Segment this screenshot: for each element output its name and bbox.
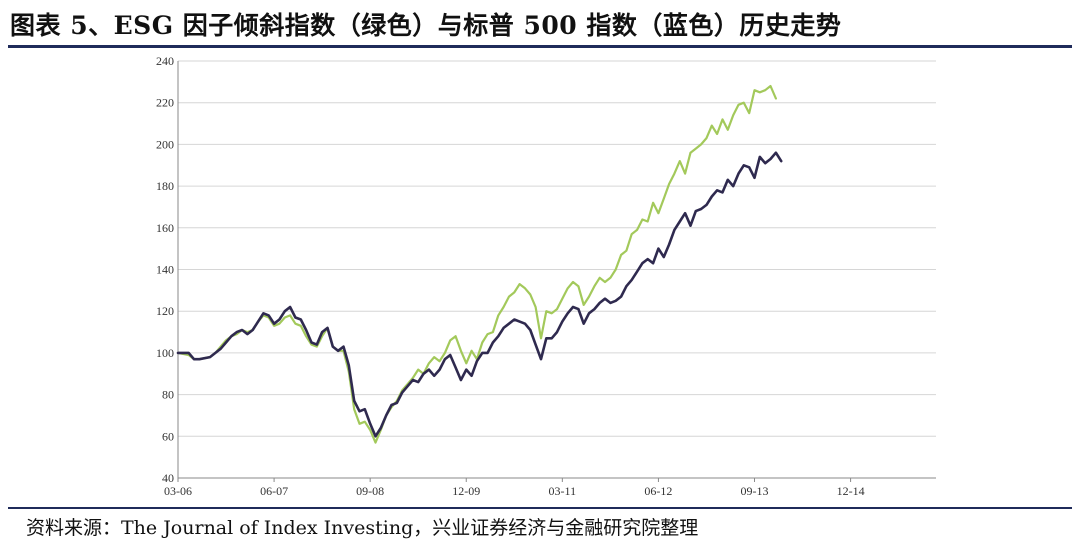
x-tick-label: 06-12 (644, 484, 672, 498)
x-tick-label: 03-06 (164, 484, 192, 498)
y-tick-label: 240 (156, 54, 174, 68)
y-tick-label: 60 (162, 429, 174, 443)
series-line-blue (176, 151, 783, 438)
series-lines (176, 84, 783, 444)
y-tick-label: 80 (162, 388, 174, 402)
y-tick-label: 180 (156, 179, 174, 193)
x-tick-label: 03-11 (549, 484, 577, 498)
x-tick-label: 09-08 (356, 484, 384, 498)
y-axis: 40 60 80 100 120 140 160 180 200 220 240 (156, 54, 936, 485)
y-tick-label: 100 (156, 346, 174, 360)
bottom-rule (8, 507, 1072, 509)
x-tick-label: 09-13 (741, 484, 769, 498)
title-rule (8, 45, 1072, 48)
source-note: 资料来源：The Journal of Index Investing，兴业证券… (26, 517, 699, 539)
x-tick-label: 12-09 (452, 484, 480, 498)
y-tick-label: 220 (156, 96, 174, 110)
x-axis: 03-06 06-07 09-08 12-09 03-11 06-12 09-13 12-14 (164, 478, 865, 498)
x-tick-label: 06-07 (260, 484, 288, 498)
y-tick-label: 140 (156, 263, 174, 277)
gridlines (178, 60, 936, 479)
y-tick-label: 200 (156, 137, 174, 151)
x-tick-label: 12-14 (837, 484, 865, 498)
y-tick-label: 40 (162, 471, 174, 485)
series-line-green (176, 84, 778, 444)
y-tick-label: 160 (156, 221, 174, 235)
figure-title: 图表 5、ESG 因子倾斜指数（绿色）与标普 500 指数（蓝色）历史走势 (10, 11, 842, 40)
y-tick-label: 120 (156, 304, 174, 318)
